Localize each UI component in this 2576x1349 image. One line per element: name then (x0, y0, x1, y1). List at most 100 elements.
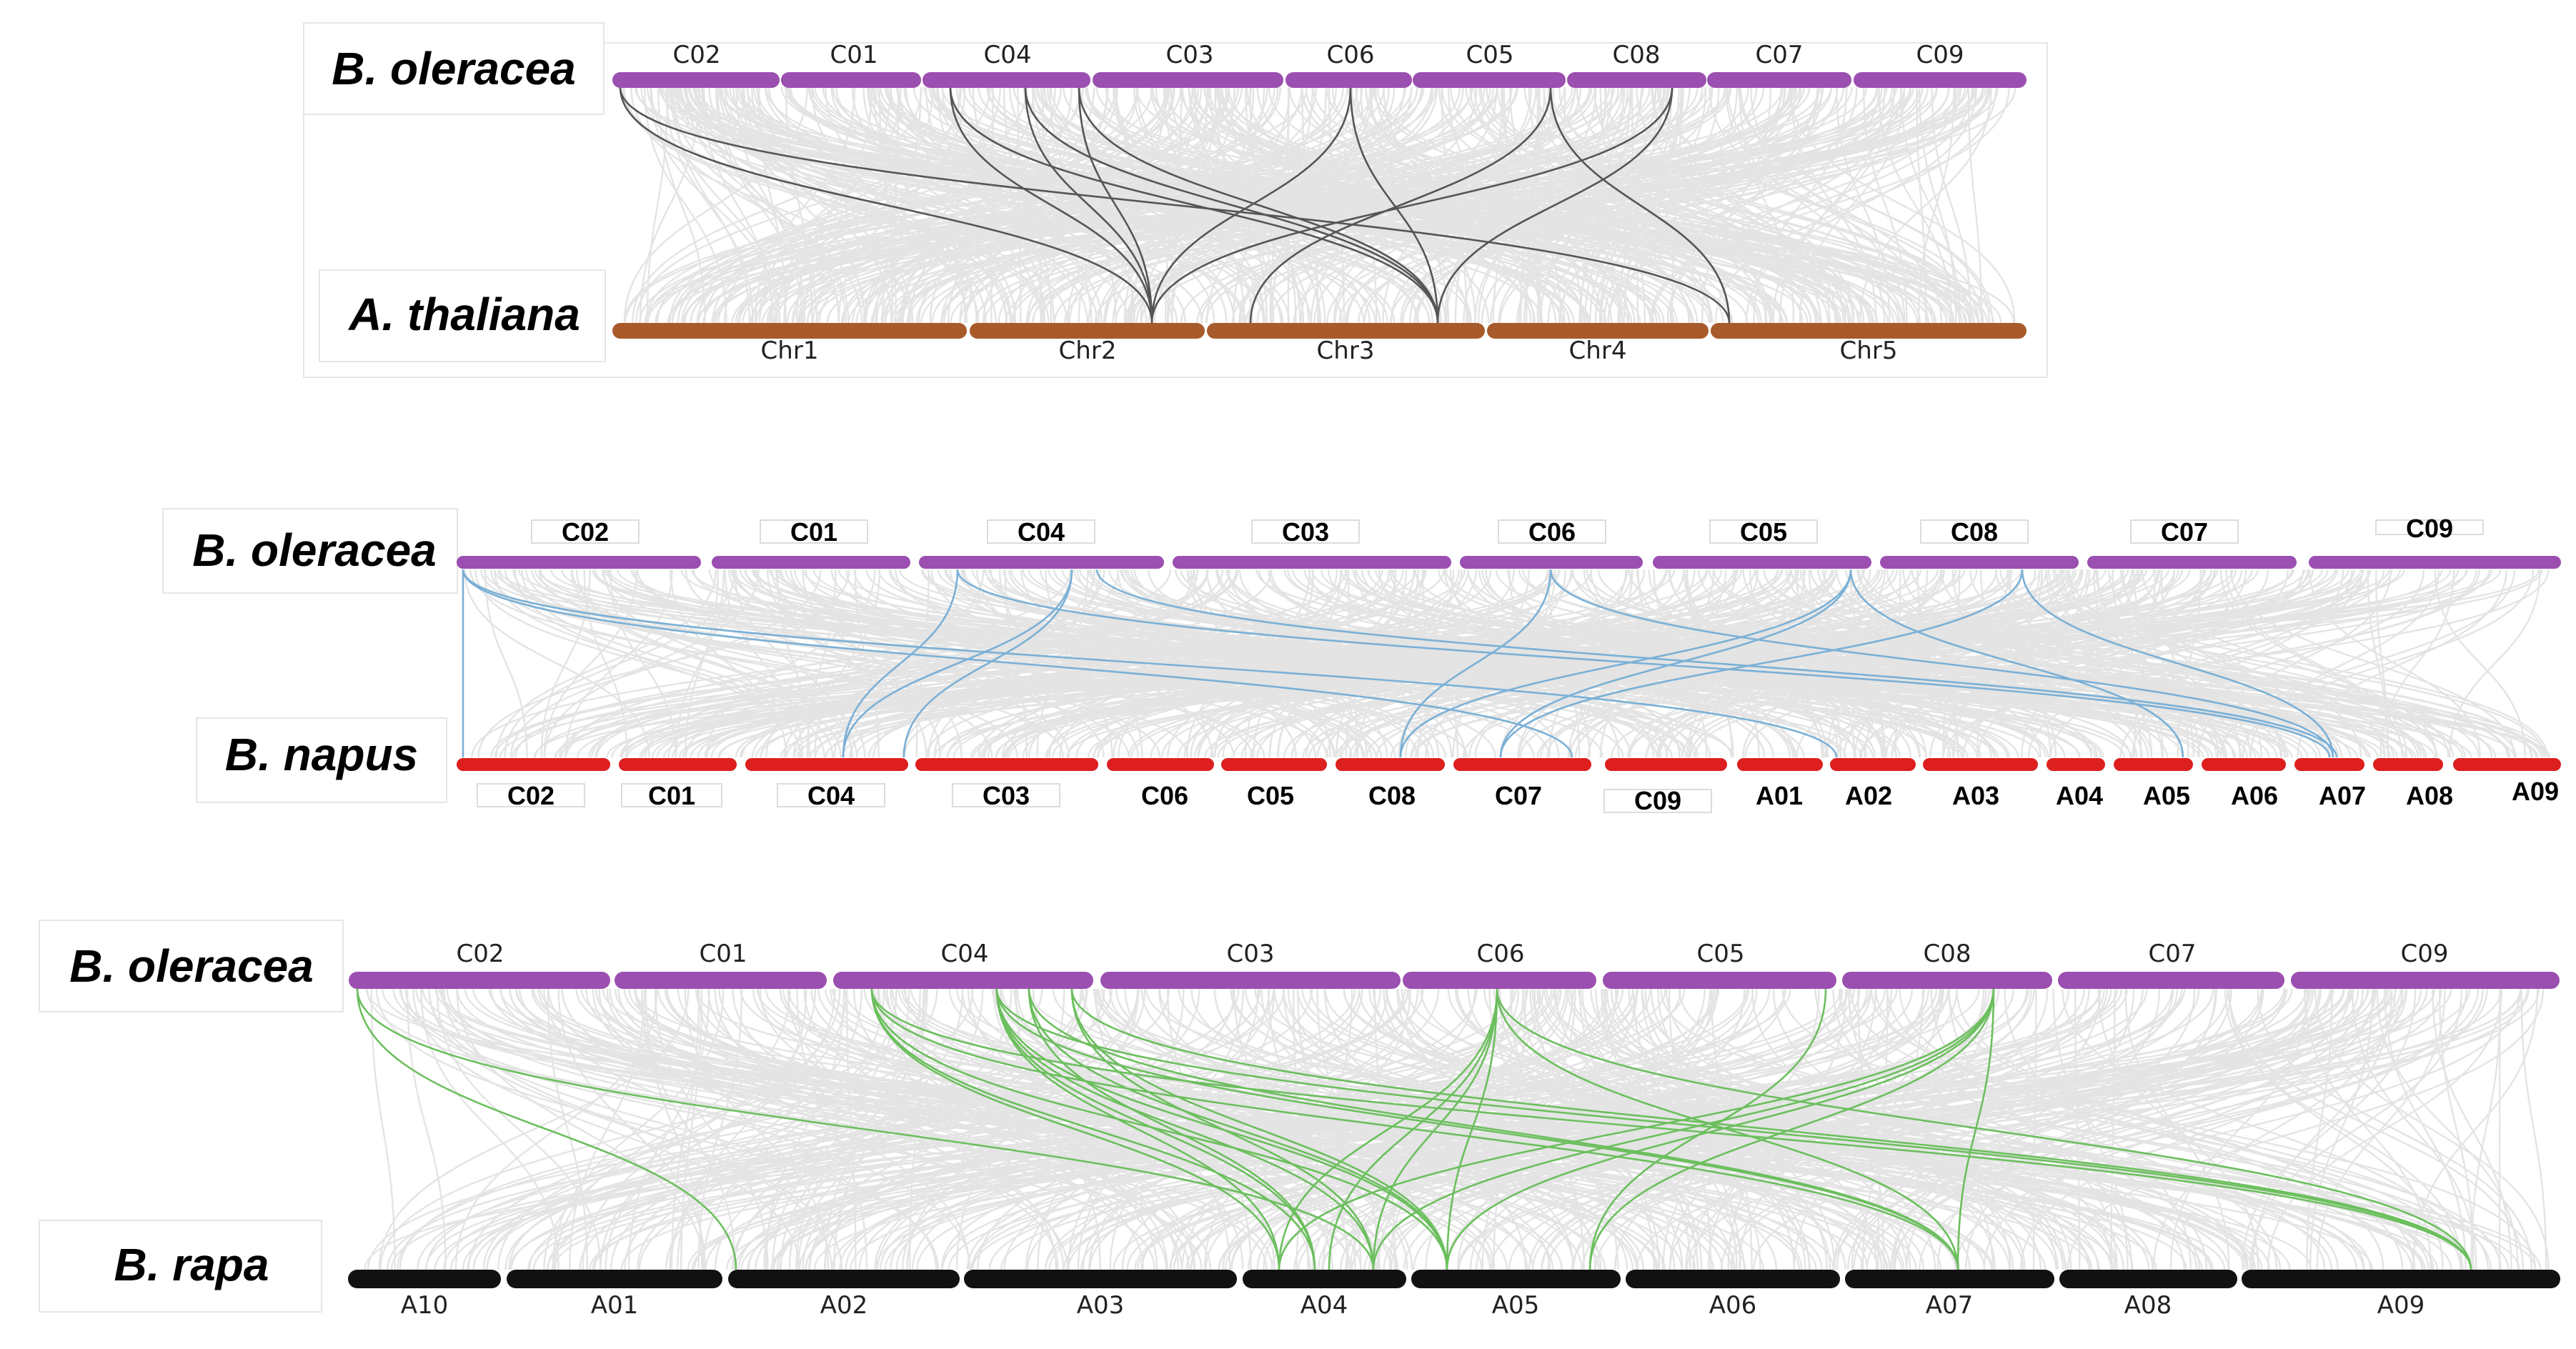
background-synteny-link (1942, 569, 2480, 758)
background-synteny-link (508, 988, 1170, 1270)
background-synteny-link (725, 988, 2397, 1270)
panel2-bottom-chr-label: A08 (2406, 781, 2453, 810)
background-synteny-link (1203, 86, 1636, 324)
background-synteny-link (641, 569, 2493, 758)
background-synteny-link (1550, 86, 1973, 324)
background-synteny-link (1340, 569, 2497, 758)
panel2-bottom-chr-label: A02 (1845, 781, 1892, 810)
background-synteny-link (1595, 988, 1828, 1270)
background-synteny-link (1668, 988, 1712, 1270)
panel1-synteny-link (1549, 86, 1731, 324)
background-synteny-link (763, 988, 897, 1270)
background-synteny-link (638, 988, 1361, 1270)
background-synteny-link (1025, 86, 1977, 324)
background-synteny-link (1475, 988, 2032, 1270)
panel2-bottom-chr-label: C03 (983, 781, 1030, 810)
background-synteny-link (379, 988, 928, 1270)
background-synteny-link (2520, 988, 2547, 1270)
background-synteny-link (1636, 86, 1837, 324)
panel2-top-chr-label: C03 (1282, 517, 1329, 547)
background-synteny-link (2095, 569, 2241, 758)
panel3-synteny-link (1446, 988, 1995, 1270)
panel2-top-chr-label: C02 (562, 517, 609, 547)
panel2-bottom-label-frame (1603, 789, 1712, 813)
background-synteny-link (696, 86, 1230, 324)
panel3-synteny-link (995, 988, 1280, 1270)
background-synteny-link (646, 86, 1203, 324)
background-synteny-link (941, 86, 2015, 324)
background-synteny-link (1772, 988, 2072, 1270)
background-synteny-link (1477, 86, 1626, 324)
background-synteny-link (1659, 86, 1972, 324)
background-synteny-link (839, 988, 1720, 1270)
panel1-synteny-link (619, 86, 1731, 324)
background-synteny-link (752, 86, 1284, 324)
panel3-synteny-link (870, 988, 1959, 1270)
panel2-bottom-chr-label: C02 (507, 781, 555, 810)
background-synteny-link (490, 569, 1018, 758)
background-synteny-link (1221, 86, 1557, 324)
background-synteny-link (577, 569, 2022, 758)
background-synteny-link (931, 86, 1662, 324)
panel-oleracea-rapa: B. oleracea B. rapa C02 C01 C04 C03 C06 … (39, 920, 2560, 1320)
background-synteny-link (767, 86, 1388, 324)
background-synteny-link (1878, 86, 1953, 324)
background-synteny-link (1067, 86, 1223, 324)
background-synteny-link (1738, 86, 1994, 324)
background-synteny-link (775, 569, 928, 758)
panel1-bottom-species: A. thaliana (347, 289, 580, 340)
panel3-synteny-link (1278, 988, 1498, 1270)
background-synteny-link (714, 988, 1082, 1270)
background-synteny-link (845, 988, 857, 1270)
panel1-top-label-box (303, 22, 605, 115)
background-synteny-link (2351, 988, 2477, 1270)
background-synteny-link (843, 988, 2246, 1270)
background-synteny-link (733, 569, 852, 758)
background-synteny-link (1481, 988, 1576, 1270)
panel2-bottom-chr-label: C08 (1368, 781, 1416, 810)
background-synteny-link (632, 86, 923, 324)
panel1-synteny-link (619, 86, 1153, 324)
background-synteny-link (375, 988, 939, 1270)
background-synteny-link (863, 86, 1281, 324)
background-synteny-link (697, 86, 1028, 324)
background-synteny-link (1522, 569, 2427, 758)
background-synteny-link (1588, 86, 1707, 324)
panel3-bottom-chr-label: A08 (2124, 1291, 2172, 1320)
background-synteny-link (896, 86, 1793, 324)
panel3-synteny-link (1446, 988, 1498, 1270)
panel2-bottom-chr-label: C06 (1141, 781, 1188, 810)
panel2-bottom-chr-label: A07 (2319, 781, 2366, 810)
background-synteny-link (676, 988, 807, 1270)
background-synteny-link (1365, 86, 1690, 324)
background-synteny-link (735, 86, 806, 324)
background-synteny-link (1196, 86, 1924, 324)
background-synteny-link (1478, 569, 1921, 758)
background-synteny-link (1080, 988, 2112, 1270)
panel3-synteny-link (870, 988, 2472, 1270)
panel1-synteny-link (1150, 86, 1352, 324)
panel2-synteny-link (2021, 569, 2334, 758)
background-synteny-link (1203, 988, 1411, 1270)
background-synteny-link (1628, 569, 2071, 758)
panel3-synteny-link (1496, 988, 1959, 1270)
background-synteny-link (862, 86, 1461, 324)
panel1-top-chr-label: C06 (1326, 41, 1374, 69)
background-synteny-link (1870, 988, 2537, 1270)
background-synteny-link (557, 988, 706, 1270)
background-synteny-link (1583, 86, 1684, 324)
panel2-synteny-link (462, 569, 1573, 758)
background-synteny-link (2119, 569, 2425, 758)
background-synteny-link (750, 86, 1418, 324)
panel3-synteny-link (1328, 988, 1498, 1270)
background-synteny-link (2257, 988, 2532, 1270)
panel2-bottom-label-frame (777, 783, 885, 807)
background-synteny-link (595, 569, 1239, 758)
panel1-synteny-link (1349, 86, 1439, 324)
panel3-synteny-link (1956, 988, 1995, 1270)
panel2-synteny-link (1399, 569, 1552, 758)
panel1-bottom-chr-label: Chr4 (1569, 337, 1627, 365)
panel2-top-chr-label: C08 (1951, 517, 1998, 547)
panel3-synteny-link (870, 988, 1448, 1270)
